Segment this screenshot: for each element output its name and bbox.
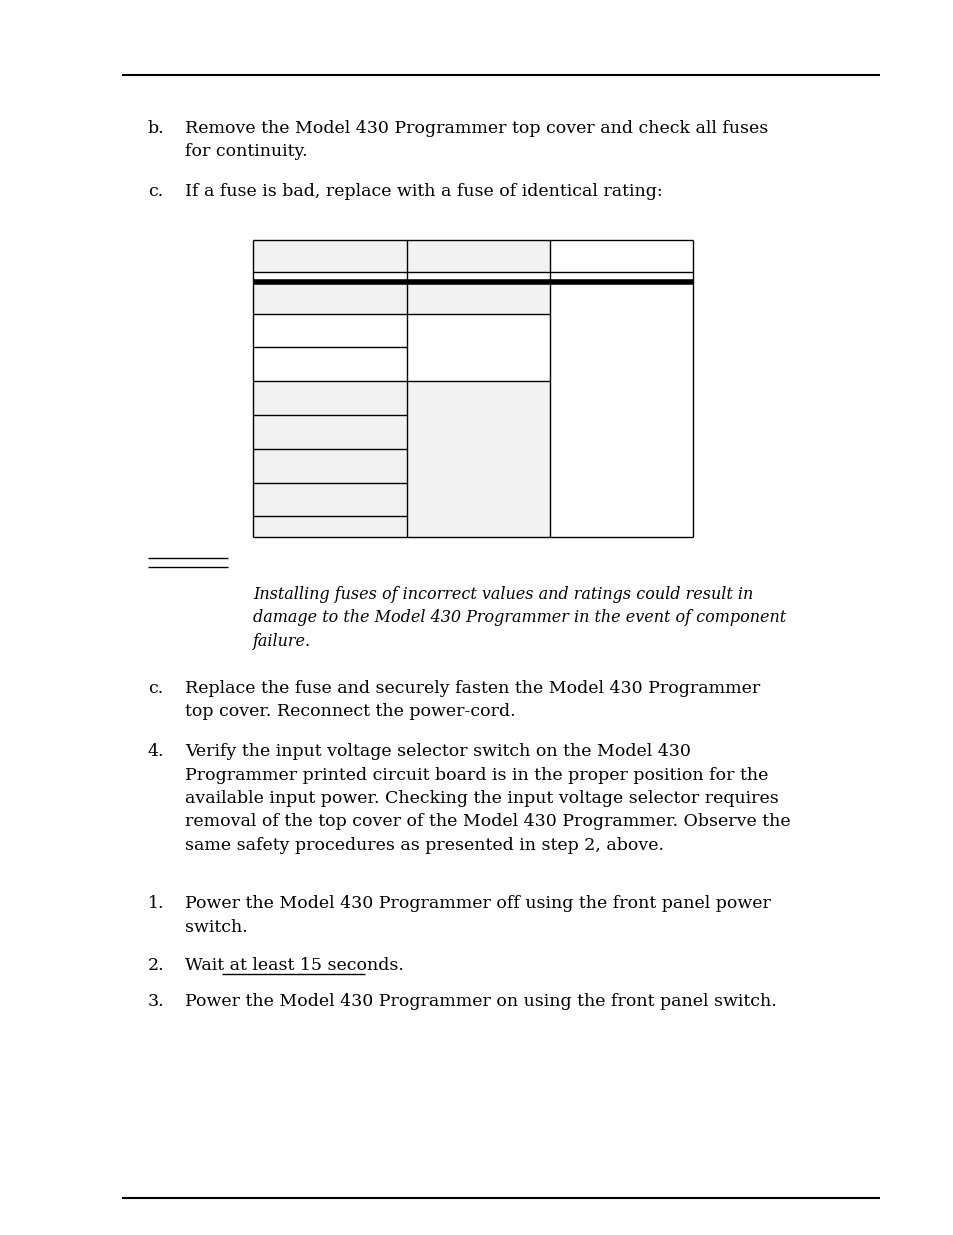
Text: 1.: 1. [148, 895, 164, 911]
Text: If a fuse is bad, replace with a fuse of identical rating:: If a fuse is bad, replace with a fuse of… [185, 183, 662, 200]
Text: 3.: 3. [148, 993, 165, 1010]
Text: Remove the Model 430 Programmer top cover and check all fuses
for continuity.: Remove the Model 430 Programmer top cove… [185, 120, 767, 161]
Text: Replace the fuse and securely fasten the Model 430 Programmer
top cover. Reconne: Replace the fuse and securely fasten the… [185, 680, 760, 720]
Bar [253, 382, 550, 537]
Text: 4.: 4. [148, 743, 164, 760]
Text: c.: c. [148, 183, 163, 200]
Text: Verify the input voltage selector switch on the Model 430
Programmer printed cir: Verify the input voltage selector switch… [185, 743, 790, 853]
Text: Wait at least 15 seconds.: Wait at least 15 seconds. [185, 957, 403, 974]
Text: Power the Model 430 Programmer off using the front panel power
switch.: Power the Model 430 Programmer off using… [185, 895, 770, 935]
Text: Power the Model 430 Programmer on using the front panel switch.: Power the Model 430 Programmer on using … [185, 993, 776, 1010]
Text: b.: b. [148, 120, 165, 137]
Text: Installing fuses of incorrect values and ratings could result in
damage to the M: Installing fuses of incorrect values and… [253, 585, 785, 650]
Text: c.: c. [148, 680, 163, 697]
Bar [253, 240, 550, 272]
Text: 2.: 2. [148, 957, 165, 974]
Bar [253, 282, 550, 314]
